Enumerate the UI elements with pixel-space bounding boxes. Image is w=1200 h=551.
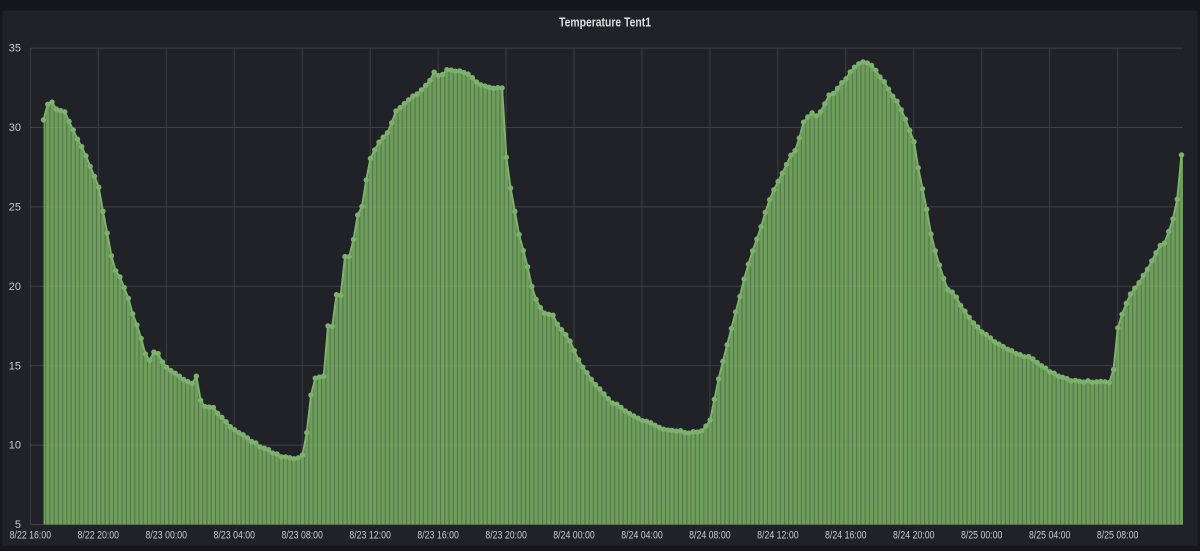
svg-text:8/24 12:00: 8/24 12:00 bbox=[757, 530, 799, 542]
svg-text:Temperature Tent1: Temperature Tent1 bbox=[559, 15, 651, 30]
svg-text:25: 25 bbox=[9, 202, 21, 214]
svg-text:8/23 16:00: 8/23 16:00 bbox=[417, 530, 459, 542]
svg-text:8/23 12:00: 8/23 12:00 bbox=[349, 530, 391, 542]
svg-text:35: 35 bbox=[9, 43, 21, 55]
svg-text:8/24 04:00: 8/24 04:00 bbox=[621, 530, 663, 542]
svg-text:8/24 16:00: 8/24 16:00 bbox=[825, 530, 867, 542]
svg-text:8/24 00:00: 8/24 00:00 bbox=[553, 530, 595, 542]
svg-text:30: 30 bbox=[9, 122, 21, 134]
svg-text:8/23 08:00: 8/23 08:00 bbox=[281, 530, 323, 542]
svg-text:8/23 00:00: 8/23 00:00 bbox=[146, 530, 188, 542]
svg-text:8/22 16:00: 8/22 16:00 bbox=[10, 530, 52, 542]
svg-text:8/24 20:00: 8/24 20:00 bbox=[893, 530, 935, 542]
svg-text:8/23 04:00: 8/23 04:00 bbox=[214, 530, 256, 542]
svg-text:20: 20 bbox=[9, 281, 21, 293]
svg-text:8/24 08:00: 8/24 08:00 bbox=[689, 530, 731, 542]
svg-text:10: 10 bbox=[9, 440, 21, 452]
svg-text:8/25 00:00: 8/25 00:00 bbox=[961, 530, 1003, 542]
svg-text:15: 15 bbox=[9, 360, 21, 372]
svg-text:8/23 20:00: 8/23 20:00 bbox=[485, 530, 527, 542]
svg-text:8/25 08:00: 8/25 08:00 bbox=[1097, 530, 1139, 542]
svg-text:8/22 20:00: 8/22 20:00 bbox=[78, 530, 120, 542]
svg-text:5: 5 bbox=[15, 519, 21, 531]
svg-text:8/25 04:00: 8/25 04:00 bbox=[1029, 530, 1071, 542]
